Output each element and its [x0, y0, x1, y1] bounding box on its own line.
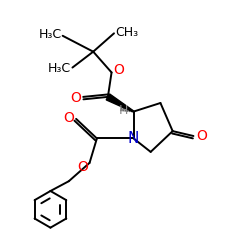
Text: H₃C: H₃C — [38, 28, 62, 41]
Text: H₃C: H₃C — [48, 62, 71, 75]
Text: O: O — [196, 129, 207, 143]
Text: O: O — [70, 91, 81, 105]
Text: H: H — [119, 104, 128, 117]
Text: CH₃: CH₃ — [115, 26, 138, 38]
Text: N: N — [128, 131, 139, 146]
Text: O: O — [63, 111, 74, 125]
Text: O: O — [113, 63, 124, 77]
Polygon shape — [106, 94, 134, 112]
Text: O: O — [78, 160, 88, 173]
